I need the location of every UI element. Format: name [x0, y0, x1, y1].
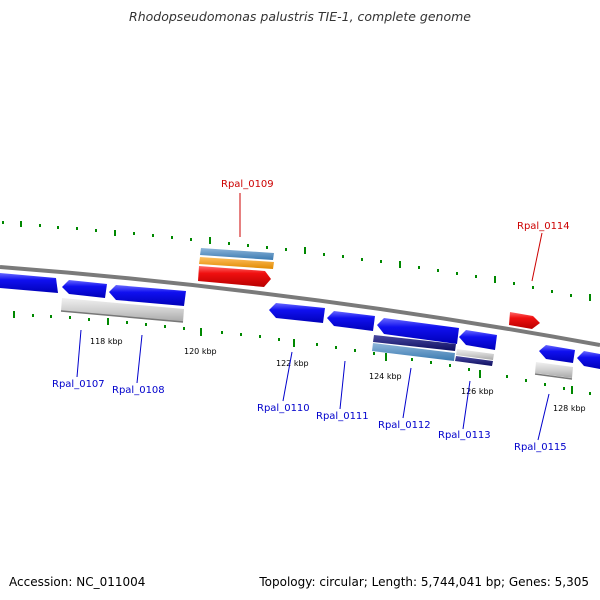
- feature-bar-orange: [199, 257, 274, 269]
- gene-arrow-rpal-0107[interactable]: [62, 280, 107, 298]
- gene-arrow-rpal-0108[interactable]: [109, 285, 186, 306]
- gene-arrow-rpal-0112[interactable]: [377, 318, 459, 344]
- gene-arrow-rpal-0114: [509, 312, 540, 329]
- gene-label-rpal-0109[interactable]: Rpal_0109: [221, 179, 274, 190]
- tick-label-120: 120 kbp: [184, 347, 217, 356]
- outer-tick-ring: [2, 221, 591, 301]
- gene-arrow-rpal-0106[interactable]: [0, 273, 58, 293]
- gene-label-rpal-0115[interactable]: Rpal_0115: [514, 442, 567, 453]
- label-leader-lines: [76, 193, 550, 441]
- gene-arrow-rpal-0113[interactable]: [459, 330, 497, 350]
- gene-label-rpal-0111[interactable]: Rpal_0111: [316, 411, 369, 422]
- feature-bar-navy-0112: [373, 335, 456, 351]
- gene-label-rpal-0107[interactable]: Rpal_0107: [52, 379, 105, 390]
- tick-label-126: 126 kbp: [461, 387, 494, 396]
- genome-summary: Topology: circular; Length: 5,744,041 bp…: [259, 575, 589, 589]
- tick-label-128: 128 kbp: [553, 404, 586, 413]
- feature-bar-grey-0108: [61, 298, 184, 322]
- gene-label-rpal-0112[interactable]: Rpal_0112: [378, 420, 431, 431]
- feature-bar-steel: [200, 248, 274, 260]
- feature-bar-steel-0112: [372, 343, 455, 361]
- feature-bar-grey-0115-edge: [534, 373, 573, 380]
- gene-arrow-rpal-0116[interactable]: [577, 351, 600, 369]
- feature-bar-grey-edge: [60, 310, 184, 323]
- feature-rpal-0114[interactable]: [509, 312, 540, 329]
- gene-label-rpal-0114[interactable]: Rpal_0114: [517, 221, 570, 232]
- map-title: Rhodopseudomonas palustris TIE-1, comple…: [129, 9, 471, 24]
- feature-bar-grey-0113: [456, 349, 494, 360]
- tick-label-122: 122 kbp: [276, 359, 309, 368]
- gene-arrow-rpal-0115[interactable]: [539, 345, 575, 363]
- gene-arrow-rpal-0111[interactable]: [327, 311, 375, 331]
- gene-label-rpal-0108[interactable]: Rpal_0108: [112, 385, 165, 396]
- tick-label-124: 124 kbp: [369, 372, 402, 381]
- gene-arrow-rpal-0110[interactable]: [269, 303, 325, 323]
- reverse-strand-features: [0, 273, 600, 369]
- gene-arrow-rpal-0109: [198, 266, 271, 287]
- gene-label-rpal-0113[interactable]: Rpal_0113: [438, 430, 491, 441]
- accession-label: Accession: NC_011004: [9, 575, 146, 589]
- feature-bar-grey-0115: [535, 362, 573, 378]
- feature-rpal-0109[interactable]: [198, 248, 274, 287]
- gene-label-rpal-0110[interactable]: Rpal_0110: [257, 403, 310, 414]
- tick-label-118: 118 kbp: [90, 337, 123, 346]
- feature-bar-navy-0113: [455, 356, 493, 366]
- inner-tick-ring: [13, 311, 591, 395]
- genome-backbone: [0, 265, 600, 347]
